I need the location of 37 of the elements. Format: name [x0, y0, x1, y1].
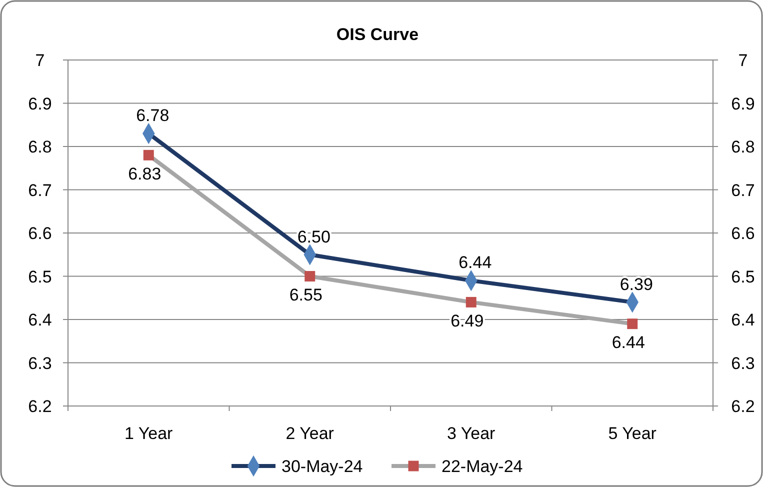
point	[466, 296, 476, 308]
y-tick-label: 6.7	[28, 180, 52, 200]
y-tick-label: 6.4	[28, 310, 52, 330]
y-tick-label: 6.8	[28, 138, 52, 156]
y2-tick-label: 6.8	[731, 138, 755, 156]
y-tick-label: 7	[35, 51, 45, 70]
y2-tick-label: 6.3	[731, 354, 755, 373]
data-label: 6.44	[458, 253, 492, 272]
x-tick-label: 5 Year	[608, 424, 657, 443]
point	[143, 150, 154, 160]
data-label: 6.50	[297, 227, 330, 246]
y-tick-label: 6.9	[28, 94, 52, 114]
data-label: 6.49	[450, 312, 484, 331]
x-tick-label: 3 Year	[447, 424, 496, 443]
x-tick-label: 2 Year	[286, 424, 334, 443]
y2-tick-label: 6.9	[731, 94, 755, 114]
point	[627, 318, 638, 330]
point	[304, 271, 316, 282]
chart-title: OIS Curve	[336, 25, 419, 44]
y-tick-label: 6.5	[28, 267, 52, 286]
data-label: 6.78	[136, 106, 170, 126]
y2-tick-label: 6.5	[731, 267, 755, 286]
y2-tick-label: 6.6	[731, 224, 755, 243]
y2-tick-label: 6.7	[731, 180, 755, 200]
legend-label: 22-May-24	[442, 457, 523, 476]
data-label: 6.55	[289, 286, 322, 305]
data-label: 6.83	[128, 164, 162, 184]
y2-tick-label: 6.4	[731, 310, 755, 330]
y2-tick-label: 7	[738, 51, 748, 70]
y-tick-label: 6.3	[28, 354, 52, 373]
y-tick-label: 6.2	[28, 397, 52, 416]
data-label: 6.44	[612, 333, 645, 352]
y-tick-label: 6.6	[28, 224, 52, 243]
legend-label: 30-May-24	[282, 457, 363, 476]
data-label: 6.39	[620, 274, 653, 294]
y2-tick-label: 6.2	[731, 397, 755, 416]
x-tick-label: 1 Year	[124, 424, 174, 443]
